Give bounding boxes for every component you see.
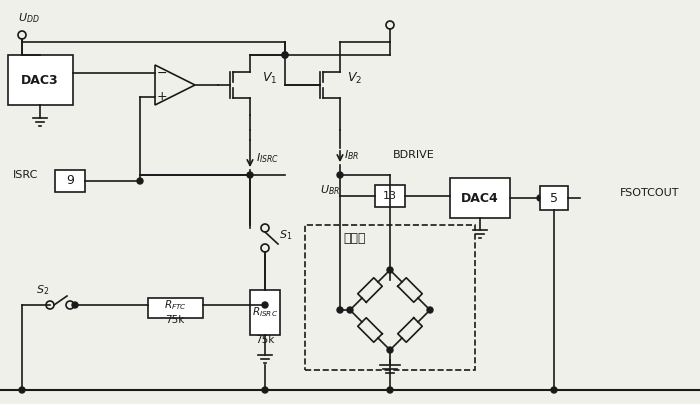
Text: BDRIVE: BDRIVE bbox=[393, 150, 435, 160]
Circle shape bbox=[137, 178, 143, 184]
Text: ISRC: ISRC bbox=[13, 170, 38, 180]
Circle shape bbox=[72, 302, 78, 308]
Circle shape bbox=[337, 307, 343, 313]
Bar bbox=[8, 55, 73, 105]
Text: DAC3: DAC3 bbox=[21, 74, 59, 86]
Text: 75k: 75k bbox=[165, 315, 185, 325]
Text: $R_{ISRC}$: $R_{ISRC}$ bbox=[252, 305, 278, 319]
Bar bbox=[375, 185, 405, 207]
Circle shape bbox=[387, 267, 393, 273]
Circle shape bbox=[19, 387, 25, 393]
Text: 9: 9 bbox=[66, 175, 74, 187]
Text: 13: 13 bbox=[383, 191, 397, 201]
Text: $V_1$: $V_1$ bbox=[262, 70, 278, 86]
Bar bbox=[450, 178, 510, 218]
Text: 5: 5 bbox=[550, 191, 558, 204]
Text: $S_1$: $S_1$ bbox=[279, 228, 293, 242]
Bar bbox=[55, 170, 85, 192]
Text: FSOTCOUT: FSOTCOUT bbox=[620, 188, 680, 198]
Text: DAC4: DAC4 bbox=[461, 191, 499, 204]
Text: +: + bbox=[157, 90, 167, 103]
Text: 75k: 75k bbox=[256, 335, 274, 345]
Text: −: − bbox=[157, 67, 167, 80]
Text: $U_{BR}$: $U_{BR}$ bbox=[320, 183, 340, 197]
Bar bbox=[540, 186, 568, 210]
Bar bbox=[148, 298, 203, 318]
Circle shape bbox=[551, 387, 557, 393]
Circle shape bbox=[282, 52, 288, 58]
Circle shape bbox=[282, 52, 288, 58]
Circle shape bbox=[247, 172, 253, 178]
Circle shape bbox=[262, 387, 268, 393]
Text: $U_{DD}$: $U_{DD}$ bbox=[18, 11, 40, 25]
Text: $I_{ISRC}$: $I_{ISRC}$ bbox=[256, 151, 280, 165]
Text: $I_{BR}$: $I_{BR}$ bbox=[344, 148, 360, 162]
Circle shape bbox=[262, 302, 268, 308]
Text: $S_2$: $S_2$ bbox=[36, 283, 50, 297]
Circle shape bbox=[537, 195, 543, 201]
Text: $R_{FTC}$: $R_{FTC}$ bbox=[164, 298, 186, 312]
Text: $V_2$: $V_2$ bbox=[347, 70, 363, 86]
Circle shape bbox=[427, 307, 433, 313]
Circle shape bbox=[387, 347, 393, 353]
Circle shape bbox=[347, 307, 353, 313]
Text: 传感器: 传感器 bbox=[344, 231, 366, 244]
Circle shape bbox=[337, 172, 343, 178]
Circle shape bbox=[387, 387, 393, 393]
Bar bbox=[250, 290, 280, 335]
